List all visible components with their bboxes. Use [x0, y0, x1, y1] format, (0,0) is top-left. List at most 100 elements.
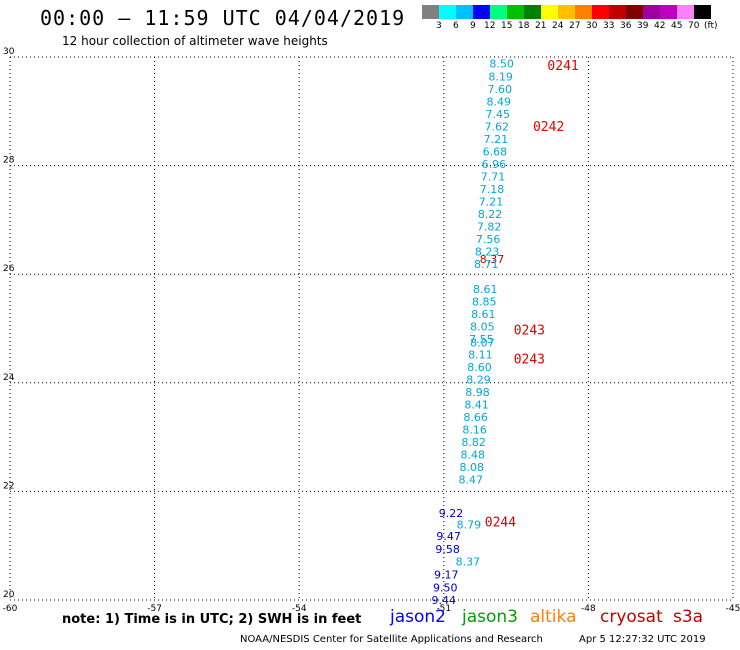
y-tick-label: 28	[3, 156, 15, 166]
wave-height-value: 8.71	[474, 258, 499, 271]
legend-unit: (ft)	[704, 21, 718, 31]
legend-swatch	[609, 5, 626, 19]
legend-swatch	[507, 5, 524, 19]
legend-label: 24	[552, 21, 564, 31]
wave-height-value: 8.22	[478, 208, 503, 221]
footer-org: NOAA/NESDIS Center for Satellite Applica…	[240, 634, 543, 645]
legend-swatch	[660, 5, 677, 19]
y-tick-label: 22	[3, 481, 14, 491]
wave-height-value: 8.41	[464, 399, 489, 412]
footer-timestamp: Apr 5 12:27:32 UTC 2019	[579, 634, 706, 645]
wave-height-value: 8.85	[472, 295, 497, 308]
track-time-label: 0242	[533, 120, 564, 135]
legend-swatch	[473, 5, 490, 19]
wave-height-value: 8.47	[459, 473, 484, 486]
wave-height-value: 9.50	[433, 582, 458, 595]
wave-height-value: 8.61	[473, 283, 498, 296]
legend-swatch	[643, 5, 660, 19]
wave-height-value: 8.82	[461, 436, 486, 449]
wave-height-value: 8.23	[475, 245, 500, 258]
color-legend	[422, 5, 711, 19]
wave-height-value: 8.48	[460, 448, 485, 461]
legend-label: 15	[501, 21, 513, 31]
wave-height-value: 6.96	[482, 158, 507, 171]
x-tick-label: -57	[147, 604, 162, 614]
note-text: note: 1) Time is in UTC; 2) SWH is in fe…	[62, 612, 362, 627]
legend-swatch	[456, 5, 473, 19]
wave-height-value: 8.19	[488, 71, 513, 84]
x-tick-label: -48	[581, 604, 596, 614]
wave-height-value: 8.29	[466, 374, 491, 387]
wave-height-value: 8.61	[471, 308, 496, 321]
y-tick-label: 26	[3, 264, 15, 274]
wave-height-value: 8.07	[470, 337, 495, 350]
legend-label: 39	[637, 21, 649, 31]
wave-height-value: 8.79	[457, 519, 482, 532]
x-tick-label: -54	[292, 604, 307, 614]
wave-height-value: 8.98	[465, 386, 490, 399]
legend-swatch	[524, 5, 541, 19]
legend-label: 30	[586, 21, 598, 31]
wave-height-value: 9.47	[436, 530, 461, 543]
track-time-label: 0243	[514, 352, 545, 367]
wave-height-value: 7.71	[481, 170, 506, 183]
wave-height-value: 7.62	[485, 121, 510, 134]
legend-s3a: s3a	[673, 607, 704, 627]
track-time-label: 0241	[547, 59, 578, 74]
legend-swatch	[490, 5, 507, 19]
legend-cryosat: cryosat	[600, 607, 663, 627]
legend-label: 18	[518, 21, 530, 31]
color-legend-labels: 3 6 9 12 15 18 21 24 27 30 33 36 39 42 45 70 (ft)	[422, 21, 740, 33]
wave-height-value: 8.08	[460, 461, 485, 474]
legend-label: 3	[436, 21, 442, 31]
wave-height-value: 8.11	[468, 349, 493, 362]
wave-height-value: 6.68	[483, 145, 508, 158]
legend-label: 6	[453, 21, 459, 31]
wave-height-value: 7.21	[479, 195, 504, 208]
legend-label: 21	[535, 21, 547, 31]
wave-height-value: 8.60	[467, 361, 492, 374]
wave-height-value: 8.16	[462, 423, 487, 436]
legend-jason2: jason2	[390, 607, 446, 627]
wave-height-value: 8.05	[470, 320, 495, 333]
legend-swatch	[694, 5, 711, 19]
legend-label: 45	[671, 21, 683, 31]
legend-swatch	[575, 5, 592, 19]
x-tick-label: -60	[3, 604, 18, 614]
legend-swatch	[592, 5, 609, 19]
wave-height-value: 7.56	[476, 233, 501, 246]
y-tick-label: 20	[3, 590, 15, 600]
legend-altika: altika	[530, 607, 577, 627]
wave-height-value: 8.37	[480, 253, 505, 266]
wave-height-value: 9.58	[435, 543, 460, 556]
legend-swatch	[541, 5, 558, 19]
wave-height-value: 8.66	[463, 411, 488, 424]
wave-height-value: 7.45	[486, 108, 511, 121]
legend-label: 27	[569, 21, 581, 31]
wave-height-value: 9.22	[439, 507, 464, 520]
legend-label: 9	[470, 21, 476, 31]
wave-height-value: 8.49	[486, 96, 511, 109]
legend-swatch	[558, 5, 575, 19]
legend-jason3: jason3	[462, 607, 518, 627]
wave-height-value: 9.44	[432, 594, 457, 607]
legend-label: 42	[654, 21, 666, 31]
legend-label: 33	[603, 21, 615, 31]
x-tick-label: -45	[726, 604, 740, 614]
legend-swatch	[626, 5, 643, 19]
wave-height-value: 7.55	[469, 333, 494, 346]
legend-label: 36	[620, 21, 632, 31]
track-time-label: 0244	[485, 515, 516, 530]
page-title: 00:00 – 11:59 UTC 04/04/2019	[40, 6, 406, 30]
legend-swatch	[677, 5, 694, 19]
wave-height-value: 8.37	[456, 555, 481, 568]
y-tick-label: 24	[3, 373, 15, 383]
x-tick-label: -51	[436, 604, 451, 614]
legend-swatch	[422, 5, 439, 19]
y-tick-label: 30	[3, 47, 15, 57]
track-time-label: 0243	[514, 324, 545, 339]
wave-height-value: 7.21	[484, 133, 509, 146]
legend-label: 70	[688, 21, 700, 31]
wave-height-value: 9.17	[434, 568, 459, 581]
